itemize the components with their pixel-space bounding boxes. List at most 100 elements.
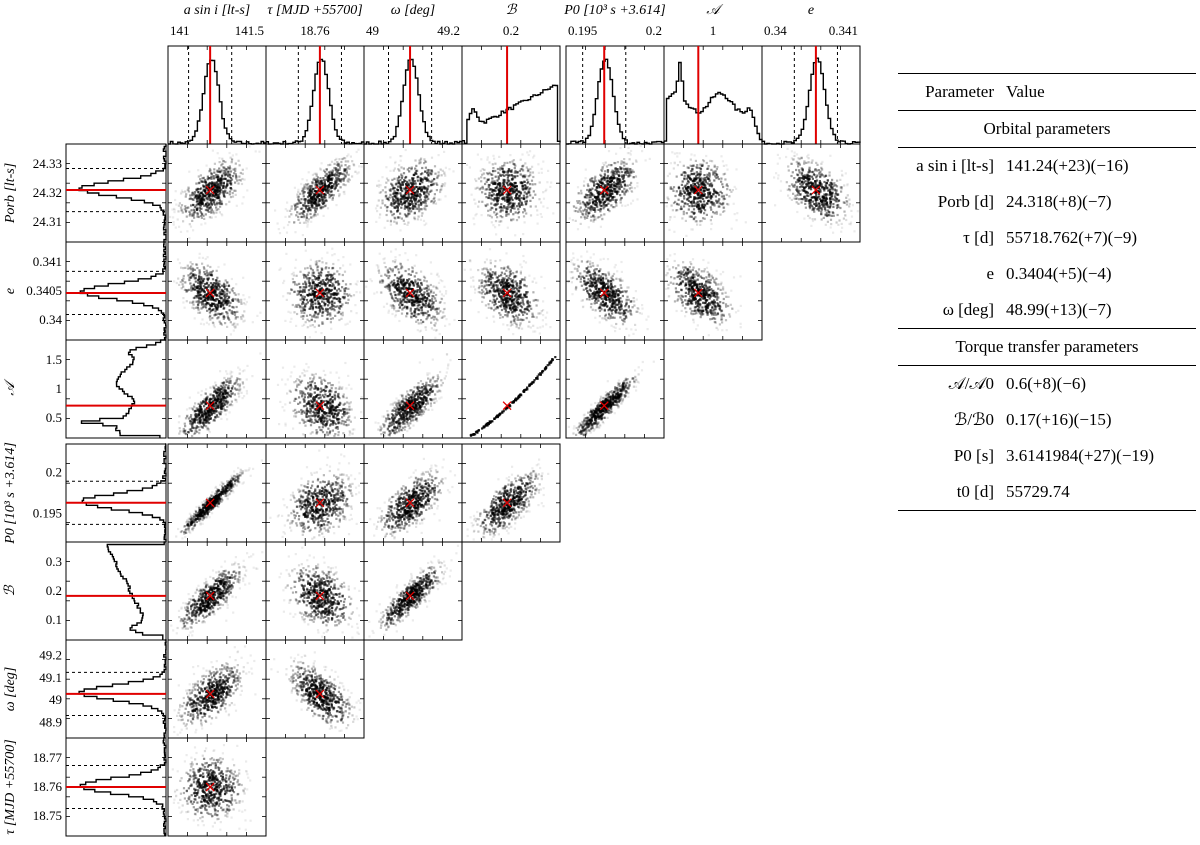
density-point xyxy=(496,216,499,219)
density-point xyxy=(214,290,217,293)
density-point xyxy=(735,168,738,171)
density-point xyxy=(722,173,725,176)
density-point xyxy=(229,156,232,159)
density-point xyxy=(229,170,233,173)
density-point xyxy=(202,214,205,217)
density-point xyxy=(329,321,332,324)
density-point xyxy=(422,201,425,204)
density-point xyxy=(515,219,519,222)
density-point xyxy=(669,162,672,165)
density-point xyxy=(822,216,825,219)
density-point xyxy=(354,304,357,307)
density-point xyxy=(292,274,295,277)
density-point xyxy=(501,193,504,196)
density-point xyxy=(490,202,493,205)
density-point xyxy=(577,192,580,195)
density-point xyxy=(222,307,225,310)
density-point xyxy=(302,192,305,195)
density-point xyxy=(671,209,674,212)
density-point xyxy=(510,219,513,222)
column-tick-label: 0.2 xyxy=(646,23,662,38)
density-point xyxy=(341,273,344,277)
density-point xyxy=(296,202,299,205)
density-point xyxy=(294,207,297,210)
density-point xyxy=(393,200,396,203)
density-point xyxy=(443,184,446,187)
density-point xyxy=(433,178,436,181)
density-point xyxy=(224,177,227,181)
density-point xyxy=(234,189,237,192)
density-point xyxy=(303,290,306,293)
density-point xyxy=(589,219,593,222)
density-point xyxy=(703,212,706,215)
panel-ticks xyxy=(66,359,166,419)
density-point xyxy=(240,302,243,305)
density-point xyxy=(706,173,709,176)
density-point xyxy=(191,214,194,218)
density-point xyxy=(397,192,400,195)
density-point xyxy=(443,171,446,174)
column-label-e: e xyxy=(808,3,814,18)
density-point xyxy=(501,190,504,193)
density-cloud xyxy=(274,148,363,237)
density-point xyxy=(307,218,310,221)
density-point xyxy=(685,177,688,180)
density-point xyxy=(416,218,419,221)
density-point xyxy=(671,187,674,191)
density-point xyxy=(282,226,286,229)
density-point xyxy=(614,167,617,170)
density-point xyxy=(416,192,419,195)
density-point xyxy=(222,172,225,175)
density-point xyxy=(231,175,234,178)
density-point xyxy=(481,200,484,203)
density-point xyxy=(196,187,199,190)
density-point xyxy=(344,164,347,167)
density-point xyxy=(213,286,216,289)
density-point xyxy=(398,164,401,167)
density-point xyxy=(194,194,197,197)
density-point xyxy=(396,216,399,219)
density-point xyxy=(403,198,406,201)
density-point xyxy=(321,307,324,310)
density-point xyxy=(665,205,668,208)
density-point xyxy=(487,178,490,181)
density-point xyxy=(580,192,583,195)
density-point xyxy=(417,205,420,208)
density-point xyxy=(359,291,362,294)
density-point xyxy=(418,159,421,162)
density-point xyxy=(228,190,232,193)
density-point xyxy=(513,163,516,166)
density-point xyxy=(207,206,210,210)
density-point xyxy=(699,211,702,214)
density-point xyxy=(390,182,393,185)
density-point xyxy=(203,295,206,298)
density-point xyxy=(320,332,323,335)
density-point xyxy=(488,184,491,187)
density-point xyxy=(687,208,690,211)
density-point xyxy=(508,168,511,171)
density-point xyxy=(355,312,358,315)
density-point xyxy=(603,195,606,198)
density-point xyxy=(439,198,442,201)
density-point xyxy=(513,189,516,192)
density-point xyxy=(199,178,202,181)
density-point xyxy=(804,202,807,205)
density-point xyxy=(604,184,607,187)
density-point xyxy=(815,161,818,164)
density-point xyxy=(432,202,435,205)
histogram-tau xyxy=(266,58,365,145)
density-point xyxy=(180,204,184,207)
density-point xyxy=(215,294,218,297)
density-point xyxy=(497,189,500,192)
density-point xyxy=(307,208,310,212)
density-point xyxy=(212,308,215,311)
density-point xyxy=(411,182,414,185)
density-point xyxy=(523,209,527,212)
density-point xyxy=(590,177,593,181)
density-point xyxy=(388,188,391,191)
density-point xyxy=(201,318,204,321)
density-point xyxy=(418,196,422,199)
density-point xyxy=(505,213,508,216)
density-point xyxy=(499,168,502,171)
density-point xyxy=(715,212,718,215)
